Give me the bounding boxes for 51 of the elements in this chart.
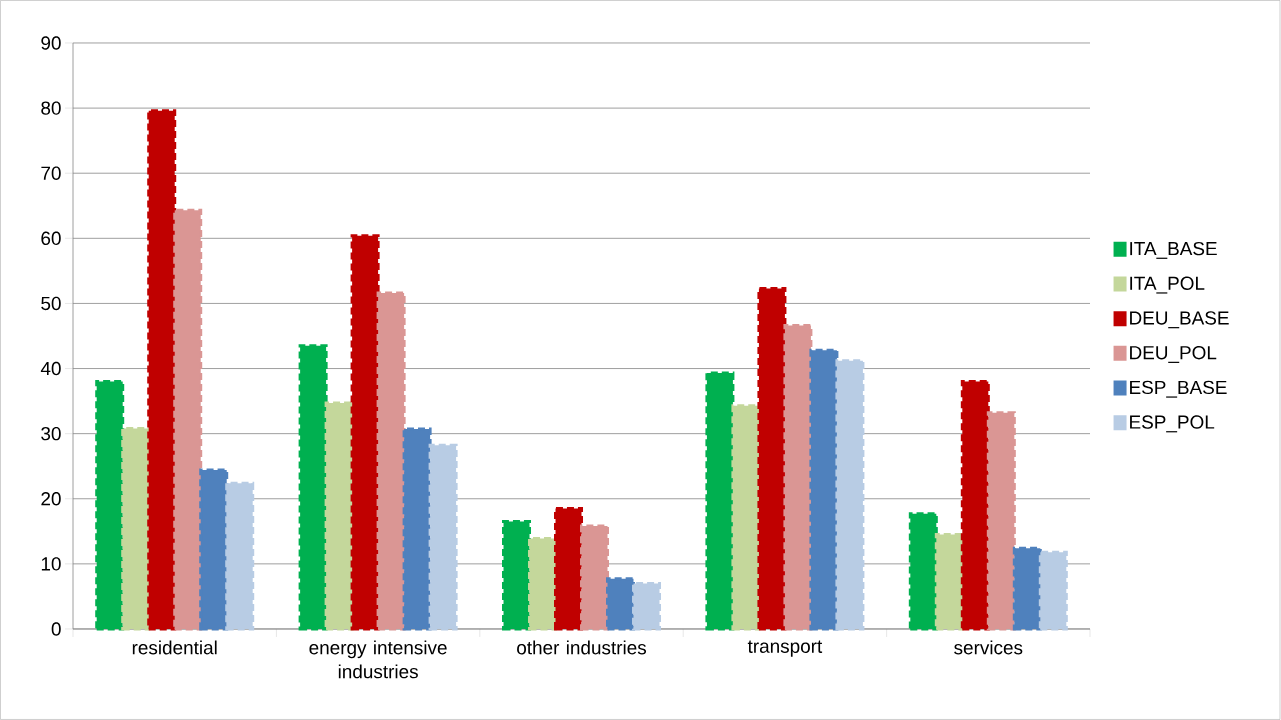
legend-label: ESP_POL xyxy=(1130,415,1215,433)
y-tick-label: 30 xyxy=(41,426,61,441)
legend-label: ESP_BASE xyxy=(1130,380,1227,398)
x-tick-label: services xyxy=(954,640,1023,655)
bar xyxy=(298,344,328,631)
bar xyxy=(986,411,1016,631)
y-tick-label: 50 xyxy=(41,296,61,311)
x-tick-label: energy intensive industries xyxy=(309,640,447,679)
bar xyxy=(554,507,584,631)
bar xyxy=(1038,550,1068,631)
bar xyxy=(1012,546,1042,631)
bar xyxy=(934,533,964,631)
y-tick-label: 60 xyxy=(41,231,61,246)
y-tick-label: 90 xyxy=(41,36,61,50)
bar xyxy=(376,291,406,631)
bar xyxy=(960,380,990,631)
bar xyxy=(632,581,662,631)
y-tick-label: 0 xyxy=(51,622,61,636)
bar xyxy=(606,577,636,631)
x-tick-label: transport xyxy=(747,640,823,657)
bar xyxy=(502,520,532,631)
y-tick-label: 20 xyxy=(41,492,61,506)
bar xyxy=(350,234,380,631)
bar xyxy=(428,443,458,631)
y-tick-label: 10 xyxy=(41,557,61,571)
y-tick-label: 40 xyxy=(40,361,61,376)
bar xyxy=(835,359,865,631)
bar xyxy=(225,481,255,631)
y-tick-label: 70 xyxy=(41,166,61,180)
bar xyxy=(757,286,787,631)
bar xyxy=(324,401,354,631)
x-tick-label: other industries xyxy=(517,640,647,655)
legend-label: DEU_BASE xyxy=(1130,311,1229,329)
bar xyxy=(199,468,229,631)
bar xyxy=(528,536,558,631)
bar xyxy=(908,512,938,631)
legend-label: ITA_POL xyxy=(1130,276,1205,294)
bar xyxy=(705,371,735,631)
x-tick-label: residential xyxy=(132,640,217,655)
bar xyxy=(95,380,125,631)
y-tick-label: 80 xyxy=(41,101,61,115)
bar xyxy=(580,524,610,631)
bar xyxy=(173,208,203,631)
bar xyxy=(121,426,151,631)
bar xyxy=(731,404,761,631)
bar xyxy=(809,348,839,631)
bar xyxy=(783,324,813,631)
legend-label: ITA_BASE xyxy=(1130,241,1217,259)
bar xyxy=(147,109,177,631)
legend-label: DEU_POL xyxy=(1130,345,1217,363)
bar xyxy=(402,427,432,631)
